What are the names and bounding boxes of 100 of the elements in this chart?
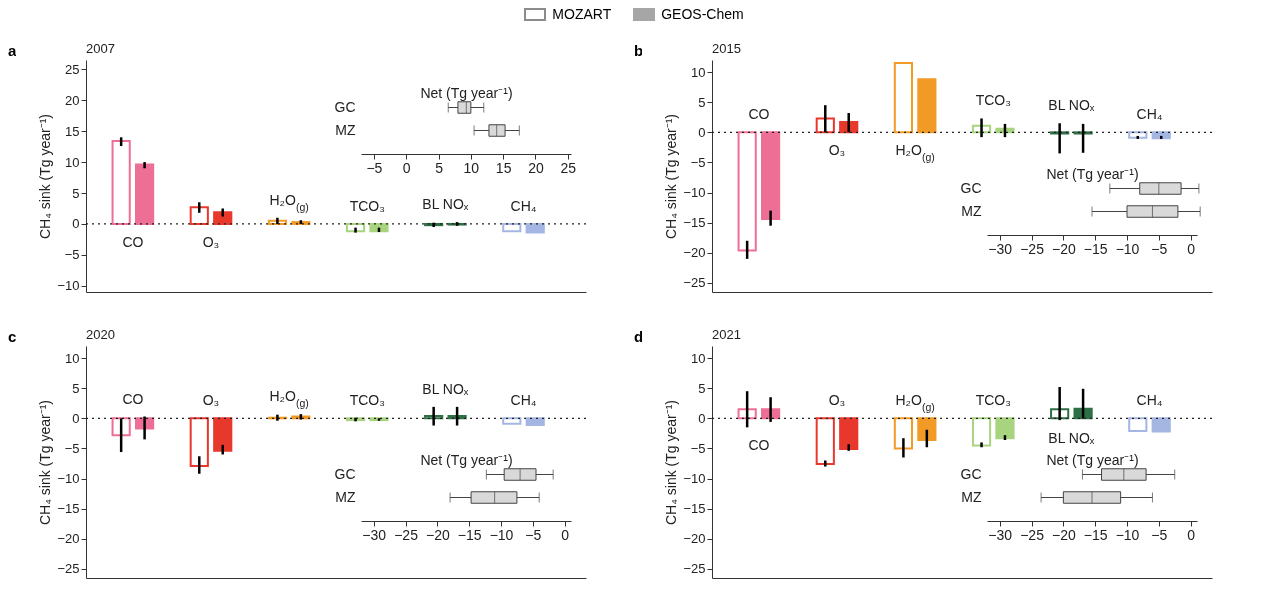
category-label: CH₄ bbox=[1136, 392, 1163, 409]
x-axis-title: Net (Tg year⁻¹) bbox=[420, 84, 513, 100]
x-tick-label: 10 bbox=[463, 159, 480, 175]
x-tick-label: −30 bbox=[988, 526, 1013, 542]
x-tick-label: BL NOₓ bbox=[422, 196, 469, 213]
bar bbox=[893, 62, 913, 134]
x-tick-label: CO bbox=[748, 106, 770, 123]
chart-title: 2007 bbox=[86, 41, 115, 56]
x-tick-label: −30 bbox=[988, 240, 1013, 256]
y-tick-label: −25 bbox=[57, 561, 80, 577]
y-tick-label: 10 bbox=[65, 350, 80, 366]
bar bbox=[1128, 417, 1148, 432]
y-tick-label: GC bbox=[334, 98, 356, 114]
category-label: O₃ bbox=[828, 392, 846, 409]
category-label: BL NOₓ bbox=[1048, 430, 1095, 447]
x-tick-label: 15 bbox=[495, 159, 512, 175]
y-tick-label: 5 bbox=[698, 380, 706, 396]
y-tick-label: 5 bbox=[72, 380, 80, 396]
y-tick-label: 0 bbox=[698, 124, 706, 140]
x-tick-label: −20 bbox=[1051, 526, 1076, 542]
chart-title: 2015 bbox=[712, 41, 741, 56]
text: b bbox=[634, 42, 644, 59]
x-tick-label: −30 bbox=[362, 526, 387, 542]
category-label: CH₄ bbox=[510, 392, 537, 409]
x-tick-label: −20 bbox=[425, 526, 450, 542]
y-tick-label: −10 bbox=[57, 471, 80, 487]
text: d bbox=[634, 328, 644, 345]
bar bbox=[893, 417, 913, 450]
bar bbox=[995, 417, 1015, 440]
y-tick-label: −10 bbox=[683, 185, 706, 201]
y-tick-label: −15 bbox=[683, 215, 706, 231]
chart-title: 2021 bbox=[712, 327, 741, 342]
category-label: H₂O$_{(g)}$ bbox=[895, 392, 935, 414]
text: c bbox=[8, 328, 17, 345]
x-tick-label: −10 bbox=[1115, 526, 1140, 542]
y-tick-label: MZ bbox=[961, 488, 982, 504]
x-tick-label: −10 bbox=[1115, 240, 1140, 256]
y-tick-label: −25 bbox=[683, 275, 706, 291]
y-tick-label: MZ bbox=[961, 202, 982, 218]
x-tick-label: TCO₃ bbox=[349, 197, 385, 214]
x-tick-label: 0 bbox=[1187, 526, 1196, 542]
x-tick-label: −15 bbox=[457, 526, 482, 542]
y-tick-label: −15 bbox=[57, 501, 80, 517]
text: GEOS-Chem bbox=[661, 6, 744, 22]
y-tick-label: GC bbox=[334, 465, 356, 481]
x-tick-label: −10 bbox=[489, 526, 514, 542]
x-tick-label: −25 bbox=[1020, 526, 1045, 542]
y-tick-label: 0 bbox=[72, 410, 80, 426]
x-tick-label: −20 bbox=[1051, 240, 1076, 256]
bar bbox=[971, 417, 992, 447]
y-tick-label: 0 bbox=[698, 410, 706, 426]
x-tick-label: −5 bbox=[1151, 240, 1168, 256]
bar bbox=[213, 211, 233, 225]
y-tick-label: 5 bbox=[72, 185, 80, 201]
y-tick-label: −5 bbox=[690, 440, 706, 456]
x-tick-label: −25 bbox=[1020, 240, 1045, 256]
y-tick-label: −25 bbox=[683, 561, 706, 577]
y-tick-label: GC bbox=[960, 465, 982, 481]
x-tick-label: BL NOₓ bbox=[1048, 97, 1095, 114]
x-tick-label: O₃ bbox=[202, 233, 220, 250]
x-axis-title: Net (Tg year⁻¹) bbox=[420, 451, 513, 467]
y-axis-title: CH₄ sink (Tg year⁻¹) bbox=[37, 113, 54, 240]
y-tick-label: −10 bbox=[57, 278, 80, 294]
text: a bbox=[8, 42, 17, 59]
y-axis-title: CH₄ sink (Tg year⁻¹) bbox=[663, 399, 680, 526]
x-tick-label: 0 bbox=[402, 159, 411, 175]
bar bbox=[1128, 131, 1148, 139]
y-axis-title: CH₄ sink (Tg year⁻¹) bbox=[663, 113, 680, 240]
category-label: CO bbox=[748, 437, 770, 454]
bar bbox=[737, 131, 757, 252]
x-tick-label: −15 bbox=[1083, 526, 1108, 542]
x-tick-label: 0 bbox=[561, 526, 570, 542]
x-tick-label: −5 bbox=[525, 526, 542, 542]
y-axis-title: CH₄ sink (Tg year⁻¹) bbox=[37, 399, 54, 526]
category-label: CO bbox=[122, 390, 144, 407]
y-tick-label: 10 bbox=[691, 64, 706, 80]
bar bbox=[525, 222, 545, 234]
bar bbox=[839, 417, 859, 451]
x-tick-label: CH₄ bbox=[510, 197, 537, 214]
y-tick-label: 10 bbox=[691, 350, 706, 366]
category-label: TCO₃ bbox=[349, 391, 385, 408]
x-tick-label: H₂O$_{(g)}$ bbox=[269, 191, 309, 213]
x-axis-title: Net (Tg year⁻¹) bbox=[1046, 165, 1139, 181]
y-tick-label: 0 bbox=[72, 216, 80, 232]
bar bbox=[502, 222, 522, 233]
category-label: TCO₃ bbox=[975, 392, 1011, 409]
y-tick-label: GC bbox=[960, 179, 982, 195]
y-tick-label: −5 bbox=[64, 440, 80, 456]
bar bbox=[761, 131, 781, 221]
text: MOZART bbox=[552, 6, 612, 22]
x-tick-label: −15 bbox=[1083, 240, 1108, 256]
y-tick-label: 25 bbox=[65, 61, 80, 77]
bar bbox=[189, 206, 209, 225]
x-tick-label: −25 bbox=[394, 526, 419, 542]
x-tick-label: 0 bbox=[1187, 240, 1196, 256]
bar bbox=[1151, 131, 1171, 140]
y-tick-label: MZ bbox=[335, 488, 356, 504]
bar bbox=[917, 417, 937, 442]
category-label: O₃ bbox=[202, 392, 220, 409]
category-label: BL NOₓ bbox=[422, 380, 469, 397]
